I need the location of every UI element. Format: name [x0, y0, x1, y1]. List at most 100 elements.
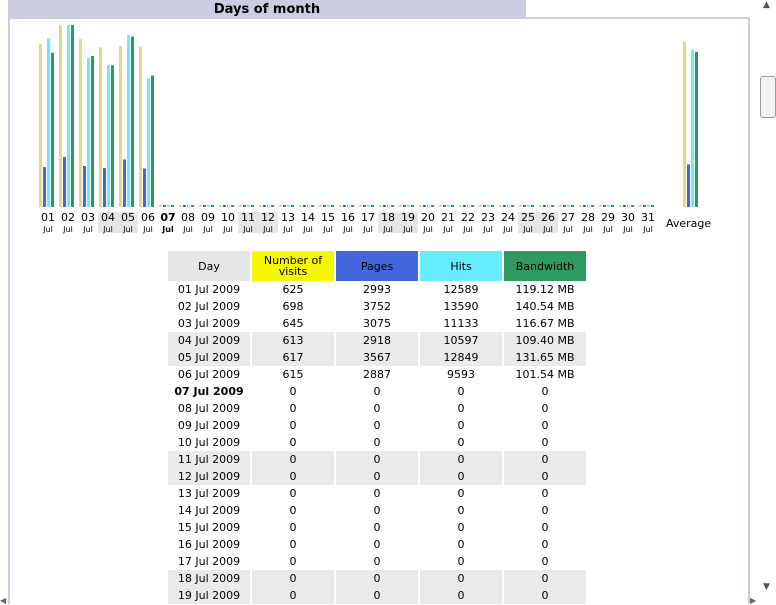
x-tick-month: Jul [643, 225, 653, 234]
bar-hits-28 [587, 205, 590, 207]
x-tick-day: 20 [421, 211, 435, 224]
scroll-left-arrow-icon[interactable]: ◀ [0, 596, 7, 605]
section-title-text: Days of month [213, 2, 321, 17]
cell-pages: 3075 [363, 317, 391, 330]
x-tick-label: 24 Jul [498, 212, 518, 234]
bar-hits-26 [547, 205, 550, 207]
bar-number-of-visits-24 [499, 205, 502, 207]
cell-hits: 13590 [443, 300, 479, 313]
table-row: 19 Jul 2009 0 0 0 0 [168, 587, 586, 604]
cell-hits: 0 [457, 487, 465, 500]
x-tick-day: 19 [401, 211, 415, 224]
cell-hits: 0 [420, 587, 502, 604]
bar-number-of-visits-21 [439, 205, 442, 207]
cell-visits: 0 [252, 570, 334, 587]
x-tick-month: Jul [383, 225, 393, 234]
bar-bandwidth-05 [131, 36, 134, 208]
cell-pages: 2887 [363, 368, 391, 381]
cell-day: 11 Jul 2009 [168, 451, 250, 468]
cell-day: 03 Jul 2009 [177, 317, 241, 330]
x-tick-day: 15 [321, 211, 335, 224]
cell-pages: 0 [336, 468, 418, 485]
bar-hits-29 [607, 205, 610, 207]
cell-pages: 2918 [336, 332, 418, 349]
cell-visits: 0 [289, 521, 297, 534]
scrollbar-thumb[interactable] [760, 76, 776, 118]
x-tick-month: Jul [323, 225, 333, 234]
scroll-right-arrow-icon[interactable]: ▶ [750, 596, 757, 605]
x-tick-month: Jul [503, 225, 513, 234]
bar-hits-15 [327, 205, 330, 207]
vertical-scrollbar[interactable] [758, 0, 776, 604]
bar-bandwidth-25 [531, 205, 534, 207]
cell-pages: 0 [336, 570, 418, 587]
bar-number-of-visits-19 [399, 205, 402, 207]
x-tick-label: 25 Jul [518, 212, 538, 234]
cell-day: 12 Jul 2009 [168, 468, 250, 485]
cell-hits: 12849 [420, 349, 502, 366]
bar-pages-20 [423, 205, 426, 207]
scroll-down-arrow-icon[interactable]: ▼ [763, 582, 770, 592]
table-row: 14 Jul 2009 0 0 0 0 [168, 502, 586, 519]
bar-number-of-visits-01 [39, 44, 42, 207]
table-row: 16 Jul 2009 0 0 0 0 [168, 536, 586, 553]
x-tick-month: Jul [583, 225, 593, 234]
cell-bandwidth: 0 [541, 385, 549, 398]
x-tick-label: 07 Jul [158, 212, 178, 234]
x-tick-label: 17 Jul [358, 212, 378, 234]
bar-number-of-visits-22 [459, 205, 462, 207]
cell-bandwidth: 119.12 MB [515, 283, 575, 296]
bar-number-of-visits-25 [519, 205, 522, 207]
x-tick-month: Jul [103, 225, 113, 234]
table-row: 10 Jul 2009 0 0 0 0 [168, 434, 586, 451]
bar-pages-02 [63, 157, 66, 207]
x-tick-month: Jul [43, 225, 53, 234]
cell-visits: 0 [289, 504, 297, 517]
cell-day: 02 Jul 2009 [177, 300, 241, 313]
bar-bandwidth-03 [91, 55, 94, 207]
x-tick-month: Jul [283, 225, 293, 234]
bar-pages-25 [523, 205, 526, 207]
x-tick-month: Jul [543, 225, 553, 234]
header-day: Day [168, 251, 250, 281]
cell-pages: 0 [373, 436, 381, 449]
bar-pages-31 [643, 205, 646, 207]
bar-pages-19 [403, 205, 406, 207]
cell-hits: 11133 [443, 317, 479, 330]
x-tick-label: 10 Jul [218, 212, 238, 234]
bar-number-of-visits-09 [199, 205, 202, 207]
title-rule [526, 17, 750, 19]
table-row: 02 Jul 2009 698 3752 13590 140.54 MB [168, 298, 586, 315]
cell-pages: 0 [336, 587, 418, 604]
bar-bandwidth-01 [51, 52, 54, 207]
x-tick-label: 31 Jul [638, 212, 658, 234]
cell-hits: 0 [457, 402, 465, 415]
bar-bandwidth-average [695, 51, 698, 207]
bar-hits-09 [207, 205, 210, 207]
average-label: Average [666, 217, 712, 230]
cell-visits: 0 [289, 385, 297, 398]
x-tick-label: 08 Jul [178, 212, 198, 234]
cell-bandwidth: 116.67 MB [515, 317, 575, 330]
bar-number-of-visits-05 [119, 46, 122, 207]
cell-pages: 0 [373, 538, 381, 551]
x-tick-month: Jul [563, 225, 573, 234]
bar-hits-21 [447, 205, 450, 207]
x-tick-day: 22 [461, 211, 475, 224]
bar-number-of-visits-29 [599, 205, 602, 207]
table-row: 08 Jul 2009 0 0 0 0 [168, 400, 586, 417]
bar-pages-12 [263, 205, 266, 207]
bar-pages-22 [463, 205, 466, 207]
scroll-up-arrow-icon[interactable]: ▲ [763, 0, 770, 10]
cell-hits: 0 [457, 538, 465, 551]
bar-number-of-visits-30 [619, 205, 622, 207]
x-tick-day: 06 [141, 211, 155, 224]
cell-day: 13 Jul 2009 [177, 487, 241, 500]
bar-number-of-visits-04 [99, 47, 102, 207]
cell-visits: 0 [252, 587, 334, 604]
bar-bandwidth-10 [231, 205, 234, 207]
bar-hits-01 [47, 38, 50, 207]
bar-pages-11 [243, 205, 246, 207]
x-tick-month: Jul [162, 225, 174, 234]
cell-hits: 0 [420, 451, 502, 468]
